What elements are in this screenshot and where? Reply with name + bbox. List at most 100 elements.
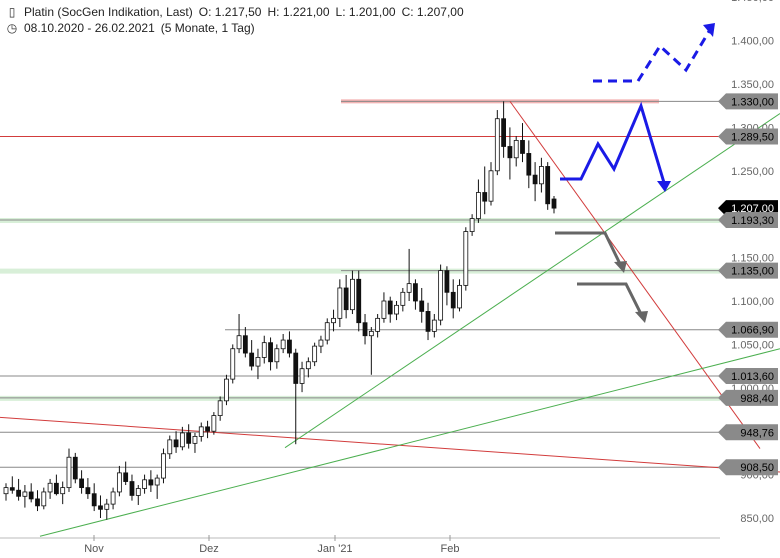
arrow-head [703, 23, 715, 37]
candle-body [173, 439, 179, 448]
price-level-tag: 1.193,30 [731, 215, 774, 227]
trendline-red-falling [0, 416, 780, 473]
candle-body [387, 300, 393, 315]
candle-body [110, 491, 116, 505]
arrow-head [614, 261, 627, 273]
y-tick-label: 850,00 [740, 513, 774, 525]
candle-body [406, 283, 412, 293]
candle-body [148, 479, 154, 486]
candle-body [425, 311, 431, 332]
candle-body [438, 270, 444, 321]
y-tick-label: 1.400,00 [731, 36, 774, 48]
candle-body [457, 284, 462, 309]
candle-body [476, 192, 481, 219]
candle-body [135, 488, 141, 496]
candle-body [179, 432, 185, 448]
price-level-tag-bg [718, 321, 778, 338]
candle-body [312, 345, 318, 363]
candle-body [394, 304, 399, 315]
candle-body [526, 153, 532, 176]
candlestick-icon: ▯ [8, 5, 16, 19]
candle-body [22, 491, 28, 497]
x-axis: Nov Dez Jan '21 Feb [0, 535, 720, 555]
x-tick-label: Jan '21 [317, 543, 352, 555]
candle-body [9, 487, 15, 491]
candle-body [356, 278, 362, 324]
price-level-tag-bg [718, 389, 778, 406]
candle-body [167, 439, 173, 455]
y-tick-label: 1.100,00 [731, 296, 774, 308]
candle-body [242, 335, 248, 354]
candle-body [413, 283, 418, 302]
bear-scenario-arrow [555, 231, 624, 269]
candle-body [368, 330, 374, 337]
date-range: 08.10.2020 - 26.02.2021 [24, 21, 155, 35]
candle-body [192, 436, 198, 444]
candle-body [444, 270, 450, 293]
trendline-red-steep [509, 101, 761, 449]
candle-body [482, 192, 488, 202]
candle-body [280, 339, 286, 350]
candle-body [66, 456, 72, 489]
x-tick-label: Nov [84, 543, 104, 555]
y-axis: 850,00900,00950,001.000,001.050,001.100,… [731, 0, 774, 525]
candle-body [261, 342, 267, 358]
y-tick-label: 1.150,00 [731, 253, 774, 265]
price-level-tag: 948,76 [740, 427, 774, 439]
candle-body [532, 174, 538, 185]
price-level-tag-bg [718, 128, 778, 145]
price-level-tags: 1.207,001.330,001.289,501.193,301.135,00… [718, 93, 778, 476]
price-level-tag: 1.013,60 [731, 371, 774, 383]
candle-body [3, 487, 9, 495]
bear-scenario-arrow [577, 282, 645, 319]
candle-body [274, 348, 280, 363]
candle-body [230, 348, 236, 380]
candle-body [305, 361, 311, 370]
candle-body [60, 487, 66, 495]
candle-body [539, 166, 544, 185]
candle-body [545, 166, 551, 205]
candle-body [116, 472, 122, 493]
candle-body [142, 479, 147, 489]
candle-body [255, 357, 261, 367]
chart-header-line1: ▯ Platin (SocGen Indikation, Last) O: 1.21… [6, 5, 470, 19]
candle-body [494, 118, 500, 172]
bull-scenario-arrow [560, 101, 667, 187]
open-value: O: 1.217,50 [198, 5, 262, 19]
candle-body [85, 487, 91, 495]
candle-body [123, 472, 129, 482]
high-value: H: 1.221,00 [267, 5, 330, 19]
candle-body [205, 426, 210, 432]
candle-body [47, 482, 53, 493]
trend-lines [0, 101, 780, 537]
trendline-green-steep [284, 113, 780, 449]
price-level-tag-bg [718, 367, 778, 384]
bull-target-arrow [593, 27, 713, 83]
candle-body [324, 322, 330, 341]
price-level-tag-bg [718, 262, 778, 279]
candle-body [72, 456, 78, 480]
price-level-tag: 1.330,00 [731, 96, 774, 108]
candle-body [299, 368, 305, 384]
candle-body [419, 300, 425, 312]
candle-body [79, 478, 84, 489]
candle-body [488, 170, 494, 202]
candle-body [217, 400, 223, 416]
price-level-lines [0, 100, 720, 468]
price-level-tag: 908,50 [740, 462, 774, 474]
candles [3, 101, 557, 520]
chart-header-line2: ◷ 08.10.2020 - 26.02.2021 (5 Monate, 1 Tag… [6, 21, 261, 35]
price-level-tag-bg [718, 93, 778, 110]
candle-body [161, 453, 166, 479]
x-tick-label: Feb [441, 543, 460, 555]
price-level-tag-bg [718, 424, 778, 441]
instrument-name: Platin (SocGen Indikation, Last) [24, 5, 193, 19]
candle-body [186, 432, 192, 444]
y-tick-label: 1.450,00 [731, 0, 774, 4]
candle-body [211, 415, 217, 432]
arrow-head [657, 181, 671, 192]
candle-body [104, 503, 110, 510]
candle-body [53, 482, 59, 495]
low-value: L: 1.201,00 [335, 5, 396, 19]
